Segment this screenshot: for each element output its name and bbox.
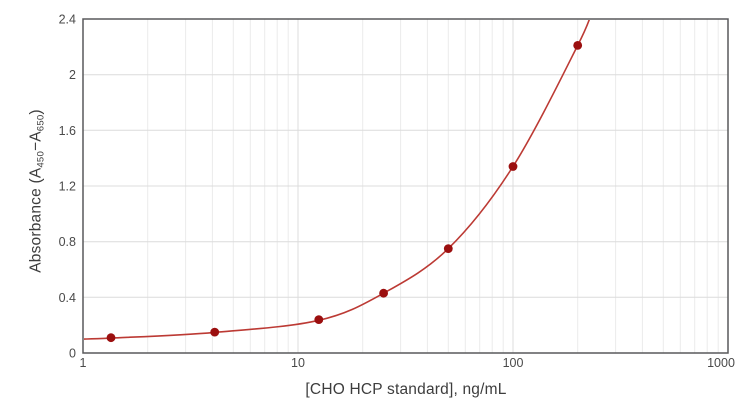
data-point — [443, 244, 453, 254]
y-axis-title: Absorbance (A450−A650) — [28, 109, 47, 273]
grid-layer — [83, 19, 728, 353]
y-axis-title-sub-650: 650 — [35, 114, 47, 132]
data-point — [573, 41, 583, 50]
y-tick-label: 1.2 — [59, 180, 76, 194]
y-tick-label: 0.4 — [59, 291, 76, 305]
points-layer — [106, 41, 583, 343]
data-point — [314, 315, 324, 324]
series-layer — [84, 20, 591, 340]
x-tick-label: 1 — [80, 356, 87, 370]
data-point — [106, 333, 116, 343]
data-point — [379, 288, 388, 298]
x-axis-title: [CHO HCP standard], ng/mL — [305, 381, 507, 398]
y-tick-label: 2.4 — [59, 13, 76, 27]
y-axis-title-minus: −A — [27, 131, 45, 152]
y-tick-label: 0.8 — [59, 235, 76, 249]
y-axis-title-close: ) — [27, 109, 45, 115]
y-tick-label: 0 — [69, 347, 76, 361]
plot-border — [82, 18, 729, 354]
y-tick-label: 1.6 — [59, 124, 76, 138]
x-tick-label: 10 — [291, 356, 305, 370]
ticks-layer: 0 0.4 0.8 1.2 1.6 2 2.4 1 10 100 1000 — [59, 13, 735, 371]
data-point — [210, 327, 220, 337]
x-tick-label: 1000 — [707, 356, 735, 370]
frame-layer — [82, 18, 729, 354]
y-axis-title-text: Absorbance (A — [27, 167, 45, 273]
y-tick-label: 2 — [69, 68, 76, 82]
x-tick-label: 100 — [503, 356, 524, 370]
fit-curve — [84, 20, 591, 340]
data-point — [508, 162, 518, 171]
y-axis-title-sub-450: 450 — [35, 151, 47, 168]
